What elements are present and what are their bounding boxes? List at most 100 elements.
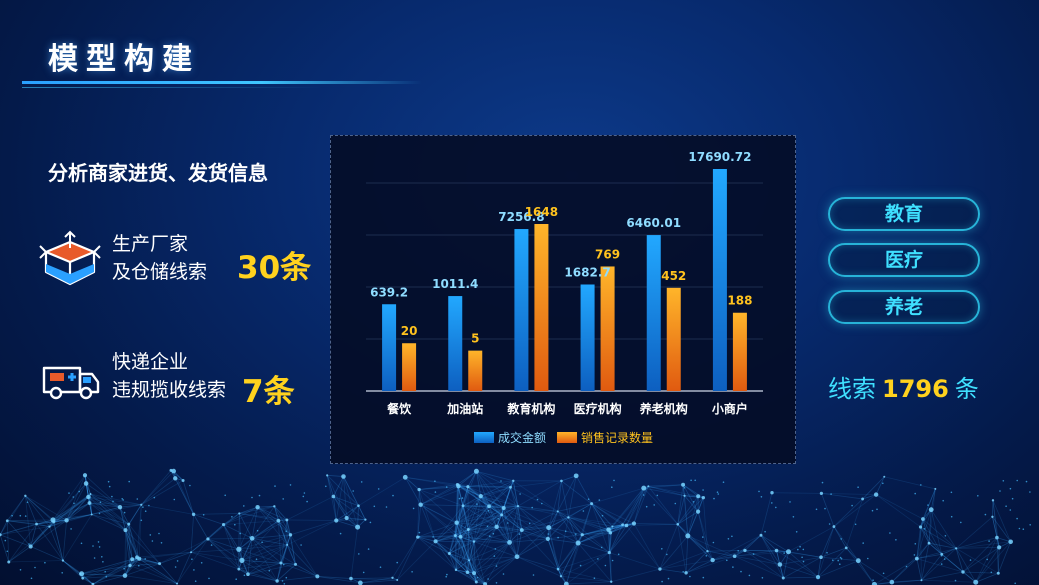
mesh-node xyxy=(512,479,515,483)
mesh-line xyxy=(677,524,687,573)
mesh-line xyxy=(996,537,999,574)
tag-elderly-care[interactable]: 养老 xyxy=(828,290,980,324)
mesh-line xyxy=(776,550,781,565)
mesh-node xyxy=(79,571,85,577)
mesh-line xyxy=(875,494,921,528)
mesh-dot xyxy=(191,558,193,560)
mesh-line xyxy=(317,576,351,579)
mesh-node xyxy=(927,541,931,545)
mesh-line xyxy=(557,568,567,585)
mesh-line xyxy=(473,526,497,542)
mesh-dot xyxy=(507,522,509,524)
mesh-line xyxy=(677,495,685,525)
mesh-line xyxy=(503,487,511,509)
legend-swatch-transaction-amount xyxy=(474,432,494,443)
mesh-node xyxy=(246,572,250,577)
mesh-line xyxy=(577,524,623,544)
mesh-line xyxy=(612,525,627,527)
mesh-line xyxy=(457,484,502,516)
mesh-line xyxy=(698,495,704,499)
mesh-line xyxy=(89,502,126,531)
mesh-line xyxy=(916,553,942,559)
mesh-dot xyxy=(653,504,655,506)
mesh-line xyxy=(488,506,498,528)
mesh-line xyxy=(820,556,859,562)
mesh-line xyxy=(891,558,918,583)
mesh-line xyxy=(91,506,121,515)
mesh-line xyxy=(119,507,126,531)
mesh-line xyxy=(460,536,470,561)
mesh-line xyxy=(473,541,477,582)
mesh-line xyxy=(333,496,347,519)
mesh-line xyxy=(454,535,457,570)
mesh-line xyxy=(468,560,477,583)
mesh-line xyxy=(251,507,258,539)
mesh-dot xyxy=(802,548,805,551)
mesh-line xyxy=(193,514,209,540)
mesh-line xyxy=(467,571,486,585)
data-label-transaction-amount: 1011.4 xyxy=(432,277,478,291)
mesh-dot xyxy=(611,486,613,489)
mesh-line xyxy=(128,504,142,525)
tag-education[interactable]: 教育 xyxy=(828,197,980,231)
mesh-line xyxy=(138,504,142,559)
mesh-line xyxy=(53,502,90,523)
mesh-line xyxy=(90,493,129,525)
mesh-line xyxy=(119,507,133,560)
mesh-dot xyxy=(1018,527,1021,530)
mesh-line xyxy=(139,558,178,585)
mesh-line xyxy=(420,484,458,505)
mesh-node xyxy=(487,504,491,509)
mesh-line xyxy=(460,536,468,573)
mesh-line xyxy=(460,505,464,537)
mesh-dot xyxy=(984,513,987,516)
mesh-line xyxy=(85,483,91,495)
mesh-node xyxy=(559,575,563,578)
mesh-line xyxy=(516,527,550,558)
mesh-line xyxy=(125,529,140,559)
mesh-line xyxy=(998,541,1011,548)
mesh-line xyxy=(92,558,140,585)
mesh-node xyxy=(237,567,241,571)
mesh-line xyxy=(697,511,708,552)
mesh-line xyxy=(561,480,592,504)
mesh-line xyxy=(462,505,475,542)
mesh-line xyxy=(392,536,419,579)
mesh-line xyxy=(52,514,92,521)
mesh-node xyxy=(456,483,461,489)
mesh-dot xyxy=(373,505,376,508)
mesh-dot xyxy=(795,531,798,533)
mesh-line xyxy=(608,524,623,531)
mesh-line xyxy=(648,485,685,497)
mesh-line xyxy=(916,558,922,581)
mesh-dot xyxy=(142,506,144,508)
mesh-node xyxy=(418,502,423,507)
mesh-line xyxy=(238,507,258,550)
mesh-dot xyxy=(24,515,27,517)
mesh-line xyxy=(36,519,54,525)
mesh-line xyxy=(560,575,612,583)
mesh-line xyxy=(582,523,635,536)
tag-medical[interactable]: 医疗 xyxy=(828,243,980,277)
mesh-dot xyxy=(360,481,363,483)
mesh-node xyxy=(575,540,581,546)
mesh-dot xyxy=(261,541,263,543)
mesh-line xyxy=(238,568,278,582)
mesh-line xyxy=(251,538,296,565)
mesh-line xyxy=(182,480,194,515)
mesh-line xyxy=(49,526,64,561)
mesh-line xyxy=(124,559,133,576)
mesh-line xyxy=(922,488,936,520)
mesh-line xyxy=(473,572,477,583)
mesh-line xyxy=(707,550,735,557)
mesh-line xyxy=(286,544,296,565)
mesh-node xyxy=(770,491,774,495)
mesh-node xyxy=(396,579,399,582)
mesh-dot xyxy=(826,551,828,554)
mesh-node xyxy=(519,528,524,532)
mesh-line xyxy=(591,503,611,533)
mesh-line xyxy=(501,514,549,529)
mesh-line xyxy=(547,517,569,540)
mesh-line xyxy=(24,495,37,525)
mesh-line xyxy=(238,548,282,564)
